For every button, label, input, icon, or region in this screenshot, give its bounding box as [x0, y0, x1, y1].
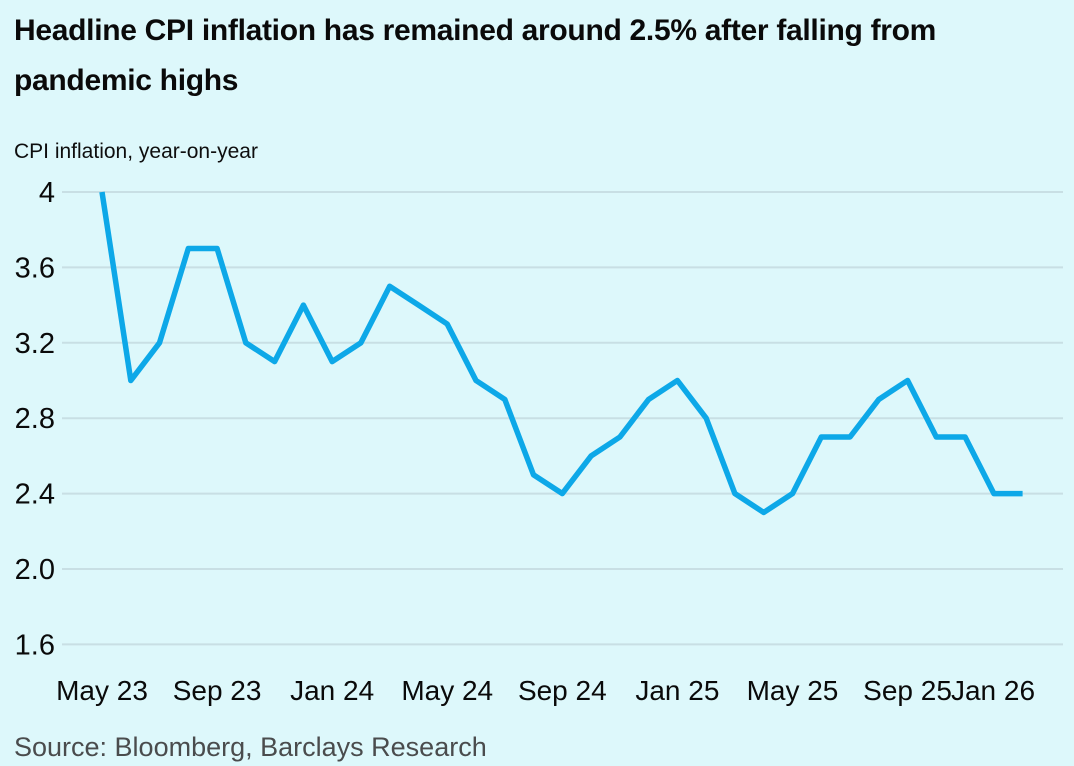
- x-tick-label: Jan 24: [290, 675, 374, 706]
- x-tick-label: May 23: [56, 675, 148, 706]
- x-tick-label: Sep 24: [518, 675, 607, 706]
- x-tick-label: Jan 26: [951, 675, 1035, 706]
- source-note: Source: Bloomberg, Barclays Research: [14, 732, 487, 762]
- y-tick-label: 2.8: [15, 403, 55, 435]
- x-tick-label: Sep 25: [863, 675, 952, 706]
- y-tick-label: 3.6: [15, 252, 55, 284]
- y-tick-label: 1.6: [15, 629, 55, 661]
- chart-subtitle: CPI inflation, year-on-year: [14, 140, 258, 163]
- x-tick-label: Sep 23: [173, 675, 262, 706]
- chart-title: Headline CPI inflation has remained arou…: [14, 14, 937, 97]
- cpi-series-line: [99, 191, 1023, 516]
- x-tick-label: May 25: [747, 675, 839, 706]
- y-tick-label: 3.2: [15, 328, 55, 360]
- y-tick-label: 2.0: [15, 554, 55, 586]
- y-tick-label: 4: [39, 177, 55, 209]
- y-tick-label: 2.4: [15, 479, 55, 511]
- x-tick-label: Jan 25: [635, 675, 719, 706]
- x-tick-label: May 24: [401, 675, 493, 706]
